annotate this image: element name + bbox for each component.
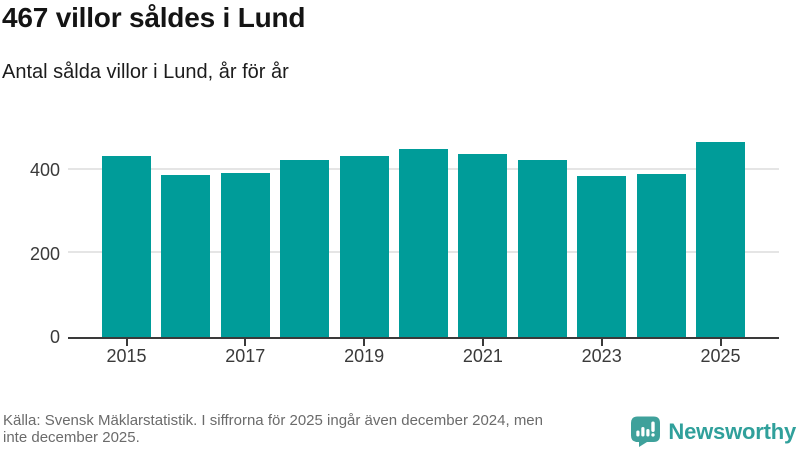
x-tick-label-2023: 2023 — [581, 346, 622, 366]
bar-2019 — [339, 156, 389, 337]
x-tick-2021 — [481, 339, 484, 346]
logo-exclamation-stroke — [651, 421, 656, 432]
bar-2017 — [220, 173, 270, 337]
x-tick-2015 — [125, 339, 128, 346]
x-tick-2023 — [600, 339, 603, 346]
source-note: Källa: Svensk Mäklarstatistik. I siffror… — [3, 412, 543, 446]
y-tick-label-200: 200 — [29, 243, 60, 264]
bar-2024 — [636, 174, 686, 337]
y-axis: 0 200 400 — [0, 133, 60, 346]
x-tick-2017 — [244, 339, 247, 346]
bar-2025 — [696, 142, 745, 337]
logo-bar-medium — [641, 427, 645, 437]
y-tick-label-400: 400 — [29, 160, 60, 180]
x-tick-label-2017: 2017 — [225, 346, 266, 366]
bar-2015 — [102, 156, 151, 337]
y-tick-label-0: 0 — [49, 327, 60, 347]
bar-2018 — [280, 160, 330, 337]
x-tick-label-2015: 2015 — [106, 346, 147, 366]
bar-2023 — [577, 176, 627, 337]
bar-2021 — [458, 154, 508, 337]
bar-2020 — [399, 149, 448, 337]
chart-title: 467 villor såldes i Lund — [2, 2, 306, 33]
x-tick-2019 — [363, 339, 366, 346]
newsworthy-badge-icon — [631, 416, 661, 447]
logo-bar-tall — [646, 429, 650, 437]
newsworthy-logo-text: Newsworthy — [668, 418, 796, 444]
x-tick-label-2019: 2019 — [344, 346, 385, 366]
newsworthy-logo: Newsworthy — [630, 416, 796, 447]
bar-2022 — [517, 160, 567, 337]
chart-subtitle: Antal sålda villor i Lund, år för år — [2, 61, 289, 83]
plot-area — [68, 133, 779, 339]
source-line-1: Källa: Svensk Mäklarstatistik. I siffror… — [3, 412, 543, 429]
logo-exclamation-dot — [651, 433, 656, 437]
logo-bar-small — [636, 430, 640, 437]
x-tick-label-2021: 2021 — [462, 346, 503, 366]
bar-2016 — [161, 175, 211, 337]
source-line-2: inte december 2025. — [3, 429, 140, 446]
x-tick-2025 — [719, 339, 722, 346]
x-tick-label-2025: 2025 — [700, 346, 741, 366]
